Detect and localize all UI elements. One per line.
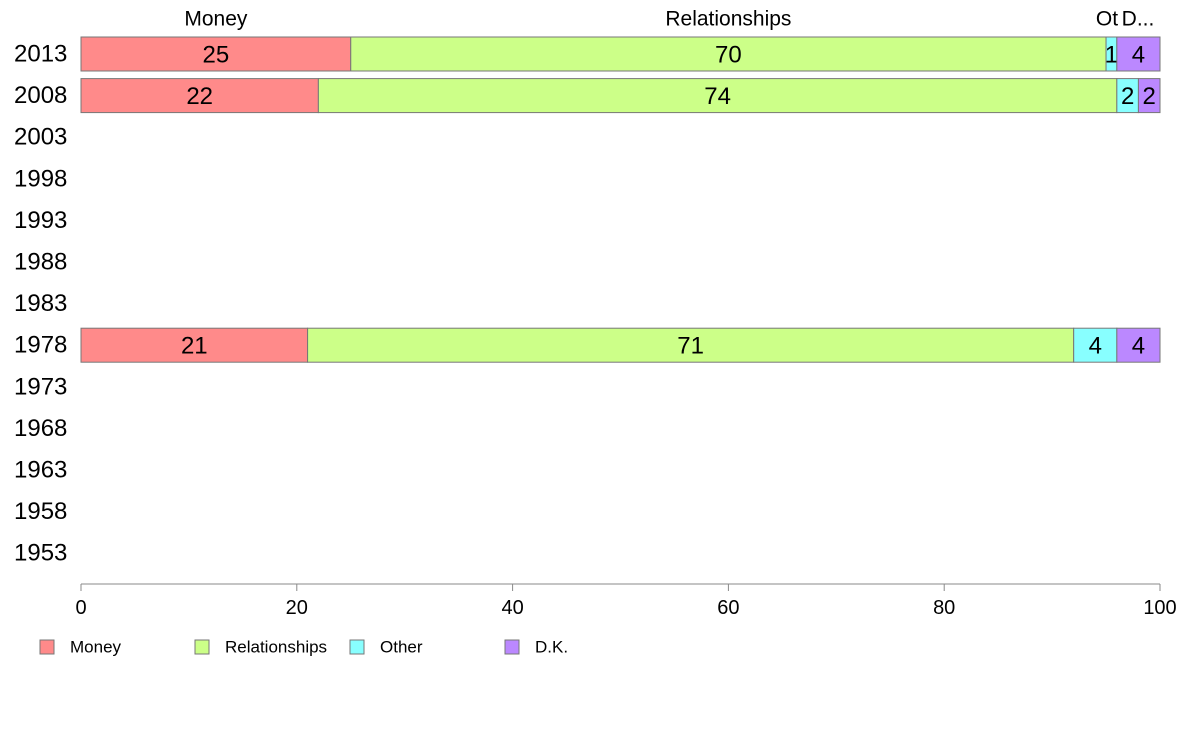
legend-swatch [194, 639, 210, 655]
bar-segment [350, 36, 1107, 72]
bar-segment [80, 36, 352, 72]
year-label: 1953 [14, 540, 67, 567]
legend-label: Money [70, 638, 122, 657]
data-label: 70 [715, 42, 742, 69]
bar-segment [1116, 327, 1161, 363]
column-header: D... [1122, 8, 1155, 31]
legend-label: D.K. [535, 638, 568, 657]
year-labels: 2013 2008 2003 1998 1993 1988 1983 1978 1973 1968… [14, 41, 67, 567]
year-label: 1968 [14, 415, 67, 442]
x-tick-label: 40 [501, 597, 523, 619]
data-label: 4 [1132, 333, 1145, 360]
bar-segment [1137, 78, 1161, 114]
bar-segment [317, 78, 1118, 114]
year-label: 1973 [14, 373, 67, 400]
bar-segment [1073, 327, 1118, 363]
data-label: 4 [1132, 42, 1145, 69]
year-label: 1993 [14, 207, 67, 234]
legend-label: Relationships [225, 638, 327, 657]
year-label: 1988 [14, 249, 67, 276]
year-label: 1958 [14, 498, 67, 525]
year-label: 1963 [14, 457, 67, 484]
legend-swatch [349, 639, 365, 655]
data-label: 2 [1143, 83, 1156, 110]
year-label: 2013 [14, 41, 67, 68]
year-label: 1998 [14, 165, 67, 192]
column-header: Money [184, 8, 248, 31]
year-label: 2008 [14, 82, 67, 109]
data-label: 71 [677, 333, 704, 360]
bar-segment [307, 327, 1075, 363]
data-label: 74 [704, 83, 731, 110]
x-tick-label: 0 [75, 597, 86, 619]
data-label: 21 [181, 333, 208, 360]
legend-label: Other [380, 638, 423, 657]
column-header: Ot [1096, 8, 1118, 31]
year-label: 1983 [14, 290, 67, 317]
year-label: 2003 [14, 124, 67, 151]
legend-swatch [504, 639, 520, 655]
data-label: 22 [186, 83, 213, 110]
bar-segment [1116, 36, 1161, 72]
data-label: 1 [1105, 42, 1118, 69]
column-headers: Money Relationships Ot D... [184, 8, 1154, 31]
bar-segment [80, 327, 309, 363]
bars: 25 70 1 422 74 2 221 71 4 4 [80, 36, 1161, 363]
column-header: Relationships [665, 8, 791, 31]
legend: Money Relationships Other D.K. [39, 638, 568, 657]
x-tick-label: 100 [1143, 597, 1176, 619]
data-label: 25 [203, 42, 230, 69]
x-axis: 0 20 40 60 80 100 [75, 583, 1177, 619]
data-label: 2 [1121, 83, 1134, 110]
legend-swatch [39, 639, 55, 655]
x-tick-label: 20 [286, 597, 308, 619]
x-tick-label: 80 [933, 597, 955, 619]
data-label: 4 [1089, 333, 1102, 360]
year-label: 1978 [14, 332, 67, 359]
x-tick-label: 60 [717, 597, 739, 619]
